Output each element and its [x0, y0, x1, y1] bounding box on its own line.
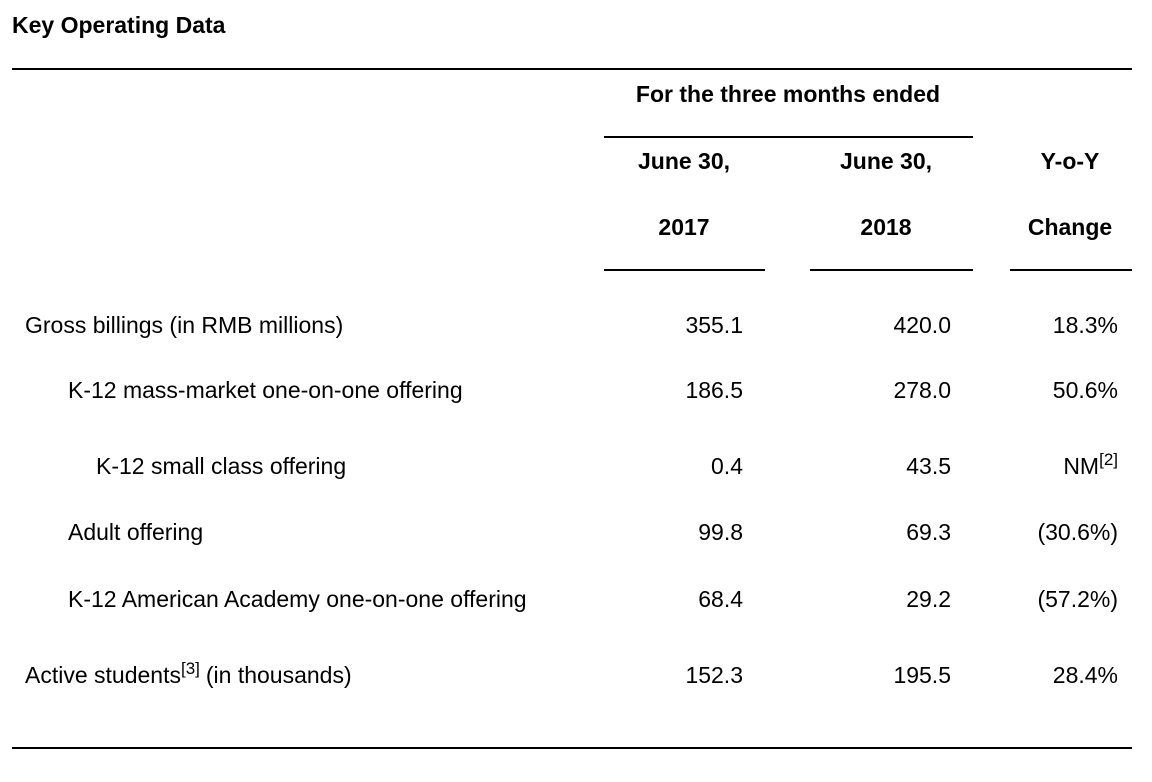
- footnote-ref: [3]: [180, 659, 200, 678]
- cell-value: 278.0: [893, 376, 951, 404]
- value-text: 152.3: [685, 662, 743, 688]
- value-text: 29.2: [906, 586, 951, 612]
- value-text: 278.0: [893, 377, 951, 403]
- cell-value: 420.0: [893, 311, 951, 339]
- row-label: Active students[3] (in thousands): [25, 659, 352, 689]
- value-text: 18.3%: [1052, 312, 1118, 338]
- column-header: June 30,: [637, 148, 731, 174]
- value-text: (30.6%): [1037, 519, 1118, 545]
- value-text: 69.3: [906, 519, 951, 545]
- cell-value: 0.4: [711, 452, 743, 480]
- row-label-text: Active students: [25, 662, 181, 688]
- group-rule: [604, 136, 973, 138]
- column-header: June 30,: [839, 148, 933, 174]
- cell-value: 28.4%: [1053, 661, 1118, 689]
- cell-value: 99.8: [698, 518, 743, 546]
- top-rule: [12, 68, 1132, 70]
- column-rule: [1010, 269, 1132, 271]
- value-text: NM: [1063, 453, 1100, 479]
- cell-value: 186.5: [685, 376, 743, 404]
- cell-value: (30.6%): [1037, 518, 1118, 546]
- cell-value: 195.5: [893, 661, 951, 689]
- column-header: 2017: [658, 214, 710, 240]
- row-label-text: Gross billings (in RMB millions): [25, 312, 344, 338]
- value-text: 28.4%: [1052, 662, 1118, 688]
- cell-value: 68.4: [698, 585, 743, 613]
- column-header: 2018: [860, 214, 912, 240]
- row-label-text: K-12 small class offering: [96, 453, 347, 479]
- cell-value: 69.3: [906, 518, 951, 546]
- row-label-text: Adult offering: [68, 519, 204, 545]
- row-label: K-12 small class offering: [96, 452, 346, 480]
- cell-value: (57.2%): [1037, 585, 1118, 613]
- value-text: 0.4: [711, 453, 743, 479]
- bottom-rule: [12, 747, 1132, 749]
- column-header: Y-o-Y: [1040, 148, 1100, 174]
- row-label-text: K-12 mass-market one-on-one offering: [68, 377, 463, 403]
- row-label-suffix: (in thousands): [205, 662, 352, 688]
- row-label: K-12 mass-market one-on-one offering: [68, 376, 463, 404]
- value-text: 195.5: [893, 662, 951, 688]
- row-label: Gross billings (in RMB millions): [25, 311, 343, 339]
- value-text: 355.1: [685, 312, 743, 338]
- cell-value: 152.3: [685, 661, 743, 689]
- row-label-text: K-12 American Academy one-on-one offerin…: [68, 586, 527, 612]
- group-header: For the three months ended: [635, 81, 941, 107]
- value-text: 43.5: [906, 453, 951, 479]
- row-label: K-12 American Academy one-on-one offerin…: [68, 585, 527, 613]
- column-rule: [810, 269, 973, 271]
- value-text: 50.6%: [1052, 377, 1118, 403]
- cell-value: NM[2]: [1063, 450, 1118, 480]
- cell-value: 355.1: [685, 311, 743, 339]
- value-text: 99.8: [698, 519, 743, 545]
- row-label: Adult offering: [68, 518, 203, 546]
- value-text: 420.0: [893, 312, 951, 338]
- column-rule: [604, 269, 765, 271]
- cell-value: 29.2: [906, 585, 951, 613]
- title: Key Operating Data: [12, 12, 226, 38]
- cell-value: 43.5: [906, 452, 951, 480]
- value-text: 68.4: [698, 586, 743, 612]
- column-header: Change: [1027, 214, 1113, 240]
- value-text: (57.2%): [1037, 586, 1118, 612]
- cell-value: 50.6%: [1053, 376, 1118, 404]
- cell-value: 18.3%: [1053, 311, 1118, 339]
- footnote-ref: [2]: [1099, 450, 1118, 469]
- value-text: 186.5: [685, 377, 743, 403]
